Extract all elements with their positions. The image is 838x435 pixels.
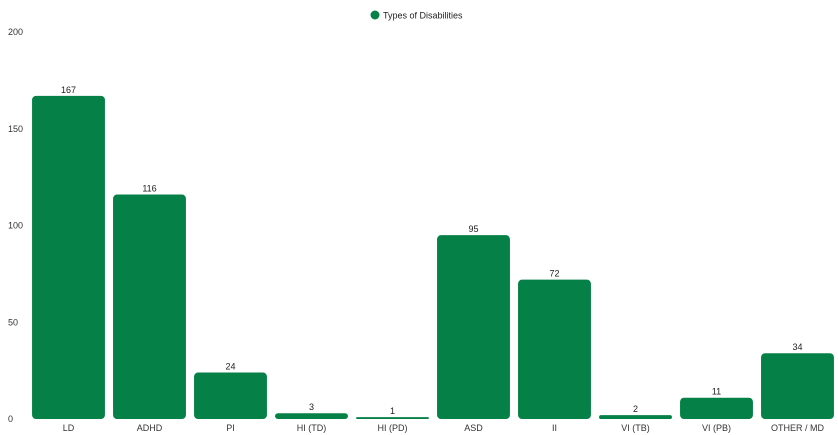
bar[interactable] xyxy=(32,95,105,419)
data-label: 2 xyxy=(633,404,638,414)
data-label: 1 xyxy=(390,406,395,416)
legend-swatch xyxy=(370,10,380,20)
bar[interactable] xyxy=(356,417,429,419)
bars xyxy=(32,95,834,419)
data-labels: 167 116 24 3 1 95 72 2 11 34 xyxy=(61,85,803,416)
x-tick-label: ADHD xyxy=(137,423,163,433)
bar[interactable] xyxy=(275,413,348,419)
legend-label: Types of Disabilities xyxy=(383,11,463,21)
bar[interactable] xyxy=(761,353,834,419)
data-label: 72 xyxy=(549,269,559,279)
bar[interactable] xyxy=(437,235,510,419)
x-tick-label: II xyxy=(552,423,557,433)
bar[interactable] xyxy=(680,397,753,419)
x-tick-label: PI xyxy=(226,423,235,433)
y-tick-label: 0 xyxy=(8,414,13,424)
x-tick-label: HI (TD) xyxy=(297,423,327,433)
data-label: 24 xyxy=(225,362,235,372)
x-tick-label: HI (PD) xyxy=(378,423,408,433)
data-label: 3 xyxy=(309,402,314,412)
bar[interactable] xyxy=(518,279,591,419)
bar[interactable] xyxy=(194,372,267,419)
data-label: 11 xyxy=(712,387,721,397)
x-tick-label: ASD xyxy=(464,423,483,433)
y-tick-label: 200 xyxy=(8,27,23,37)
x-tick-label: VI (PB) xyxy=(702,423,731,433)
bar[interactable] xyxy=(599,415,672,419)
x-tick-label: OTHER / MD xyxy=(771,423,824,433)
data-label: 34 xyxy=(792,342,802,352)
x-tick-label: VI (TB) xyxy=(621,423,650,433)
y-tick-label: 50 xyxy=(8,317,18,327)
data-label: 95 xyxy=(468,224,478,234)
data-label: 167 xyxy=(61,85,76,95)
x-tick-label: LD xyxy=(63,423,75,433)
x-axis: LD ADHD PI HI (TD) HI (PD) ASD II VI (TB) VI (PB… xyxy=(63,423,825,433)
legend[interactable]: Types of Disabilities xyxy=(370,10,464,21)
bar[interactable] xyxy=(113,194,186,419)
data-label: 116 xyxy=(142,184,156,194)
y-axis: 0 50 100 150 200 xyxy=(8,27,23,424)
y-tick-label: 100 xyxy=(8,221,23,231)
y-tick-label: 150 xyxy=(8,124,23,134)
